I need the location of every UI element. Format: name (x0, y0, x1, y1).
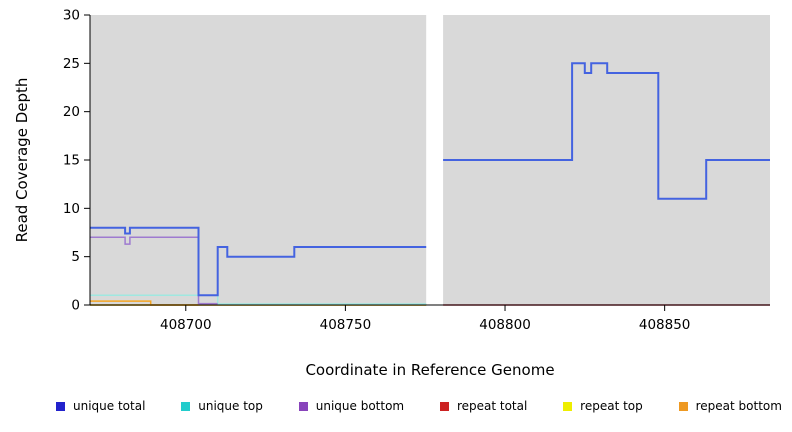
legend-item-repeat-total: repeat total (439, 399, 528, 413)
legend-item-unique-top: unique top (181, 399, 263, 413)
legend-item-repeat-top: repeat top (563, 399, 643, 413)
legend-label: unique bottom (315, 399, 405, 413)
legend-swatch-unique-total (56, 401, 65, 411)
legend-item-repeat-bottom: repeat bottom (678, 399, 782, 413)
series-unique-top (90, 294, 427, 305)
legend-label: unique top (198, 399, 263, 413)
y-axis-title: Read Coverage Depth (13, 77, 31, 243)
legend-swatch-repeat-bottom (678, 401, 688, 411)
legend-label: repeat bottom (695, 399, 782, 413)
legend-swatch-unique-top (181, 401, 191, 411)
y-tick-label: 5 (71, 249, 80, 265)
legend-swatch-repeat-total (439, 401, 449, 411)
chart-legend: unique total unique top unique bottom repea… (0, 399, 792, 413)
y-tick-label: 10 (63, 201, 80, 217)
legend-item-unique-total: unique total (56, 399, 145, 413)
y-tick-label: 0 (71, 298, 80, 314)
series-unique-total (90, 226, 427, 297)
legend-item-unique-bottom: unique bottom (298, 399, 405, 413)
coverage-gap-band (426, 15, 444, 305)
x-tick-label: 408800 (479, 317, 531, 333)
series-unique-total (443, 62, 770, 200)
y-tick-label: 25 (63, 56, 80, 72)
x-tick-label: 408700 (160, 317, 212, 333)
x-axis-title: Coordinate in Reference Genome (305, 361, 555, 379)
x-tick-label: 408750 (320, 317, 372, 333)
x-tick-label: 408850 (639, 317, 691, 333)
legend-swatch-unique-bottom (298, 401, 308, 411)
legend-swatch-repeat-top (563, 401, 573, 411)
legend-label: unique total (73, 399, 146, 413)
y-tick-label: 15 (63, 153, 80, 169)
y-tick-label: 20 (63, 104, 80, 120)
y-tick-label: 30 (63, 8, 80, 24)
legend-label: repeat total (456, 399, 528, 413)
legend-label: repeat top (580, 399, 643, 413)
plot-area: 0 5 10 15 20 25 30 408700 408750 408800 408850 (63, 8, 770, 333)
